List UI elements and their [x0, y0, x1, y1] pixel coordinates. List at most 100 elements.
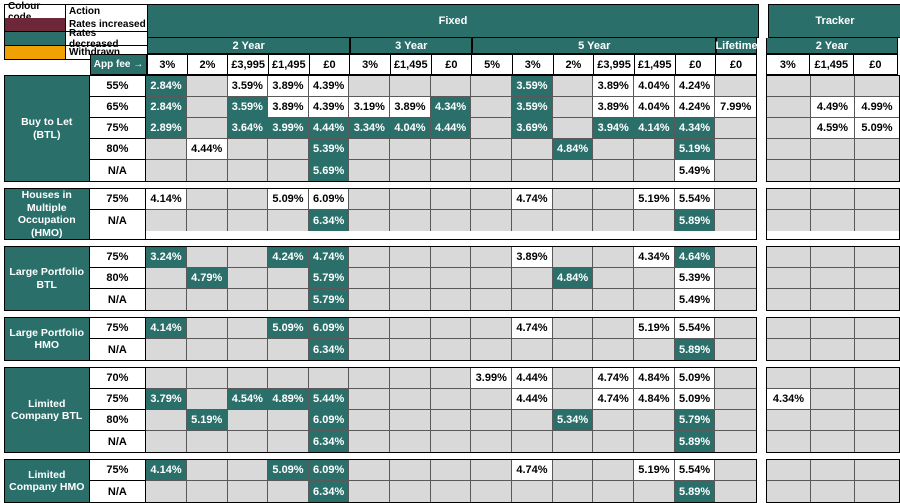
empty-cell[interactable]: [767, 339, 811, 361]
empty-cell[interactable]: [593, 210, 635, 231]
rate-cell-decreased[interactable]: 4.84%: [552, 139, 594, 160]
empty-cell[interactable]: [767, 189, 811, 210]
empty-cell[interactable]: [430, 210, 472, 231]
rate-cell-decreased[interactable]: 4.24%: [268, 247, 309, 269]
empty-cell[interactable]: [349, 76, 391, 97]
rate-cell[interactable]: 5.54%: [674, 318, 716, 340]
rate-cell-decreased[interactable]: 3.59%: [512, 76, 553, 97]
fee-column-header[interactable]: £3,995: [228, 54, 269, 75]
empty-cell[interactable]: [186, 97, 228, 118]
rate-cell[interactable]: 5.49%: [674, 289, 716, 311]
empty-cell[interactable]: [146, 339, 187, 361]
rate-cell-decreased[interactable]: 5.39%: [308, 139, 350, 160]
empty-cell[interactable]: [767, 118, 811, 139]
empty-cell[interactable]: [349, 210, 391, 231]
empty-cell[interactable]: [767, 160, 811, 181]
empty-cell[interactable]: [634, 139, 675, 160]
empty-cell[interactable]: [715, 210, 757, 231]
empty-cell[interactable]: [811, 210, 855, 231]
rate-cell-decreased[interactable]: 4.34%: [430, 97, 472, 118]
empty-cell[interactable]: [390, 460, 431, 482]
empty-cell[interactable]: [767, 460, 811, 482]
empty-cell[interactable]: [146, 289, 187, 311]
empty-cell[interactable]: [349, 368, 391, 390]
rate-cell-decreased[interactable]: 4.44%: [308, 118, 350, 139]
empty-cell[interactable]: [855, 389, 899, 411]
fee-column-header[interactable]: 2%: [553, 54, 595, 75]
rate-cell-decreased[interactable]: 5.19%: [186, 410, 228, 432]
empty-cell[interactable]: [146, 410, 187, 432]
empty-cell[interactable]: [430, 339, 472, 361]
empty-cell[interactable]: [430, 410, 472, 432]
rate-cell-decreased[interactable]: 3.24%: [146, 247, 187, 269]
rate-cell[interactable]: 5.09%: [268, 189, 309, 210]
rate-cell-decreased[interactable]: 5.44%: [308, 389, 350, 411]
empty-cell[interactable]: [227, 339, 269, 361]
rate-cell-decreased[interactable]: 4.89%: [268, 389, 309, 411]
empty-cell[interactable]: [512, 210, 553, 231]
rate-cell[interactable]: 3.89%: [593, 97, 635, 118]
empty-cell[interactable]: [227, 268, 269, 290]
term-group-header[interactable]: 5 Year: [472, 38, 717, 54]
ltv-cell[interactable]: N/A: [107, 343, 127, 356]
empty-cell[interactable]: [767, 247, 811, 269]
empty-cell[interactable]: [855, 189, 899, 210]
empty-cell[interactable]: [268, 210, 309, 231]
ltv-cell[interactable]: 80%: [89, 410, 146, 432]
fee-column-header[interactable]: 3%: [350, 54, 391, 75]
rate-cell[interactable]: 4.04%: [634, 76, 675, 97]
rate-cell[interactable]: 5.19%: [634, 189, 675, 210]
rate-cell-decreased[interactable]: 4.14%: [146, 318, 187, 340]
rate-cell[interactable]: 4.34%: [767, 389, 811, 411]
product-label[interactable]: Limited Company HMO: [4, 459, 90, 503]
fee-column-header[interactable]: 2%: [187, 54, 229, 75]
empty-cell[interactable]: [227, 318, 269, 340]
empty-cell[interactable]: [715, 389, 757, 411]
empty-cell[interactable]: [268, 481, 309, 503]
product-label[interactable]: Large Portfolio BTL: [4, 246, 90, 312]
empty-cell[interactable]: [512, 160, 553, 181]
empty-cell[interactable]: [430, 160, 472, 181]
fee-column-header[interactable]: £0: [675, 54, 717, 75]
empty-cell[interactable]: [390, 210, 431, 231]
empty-cell[interactable]: [390, 268, 431, 290]
empty-cell[interactable]: [811, 339, 855, 361]
empty-cell[interactable]: [767, 318, 811, 340]
empty-cell[interactable]: [390, 247, 431, 269]
empty-cell[interactable]: [186, 289, 228, 311]
empty-cell[interactable]: [715, 160, 757, 181]
empty-cell[interactable]: [715, 268, 757, 290]
empty-cell[interactable]: [715, 410, 757, 432]
empty-cell[interactable]: [811, 318, 855, 340]
empty-cell[interactable]: [715, 318, 757, 340]
ltv-cell[interactable]: N/A: [107, 435, 127, 448]
empty-cell[interactable]: [552, 247, 594, 269]
rate-cell[interactable]: 4.04%: [634, 97, 675, 118]
rate-cell-decreased[interactable]: 4.14%: [634, 118, 675, 139]
empty-cell[interactable]: [471, 76, 513, 97]
empty-cell[interactable]: [471, 160, 513, 181]
empty-cell[interactable]: [593, 339, 635, 361]
rate-cell-decreased[interactable]: 4.79%: [186, 268, 228, 290]
empty-cell[interactable]: [811, 189, 855, 210]
empty-cell[interactable]: [186, 189, 228, 210]
ltv-cell[interactable]: 75%: [89, 118, 146, 139]
empty-cell[interactable]: [186, 368, 228, 390]
rate-cell-decreased[interactable]: 6.34%: [308, 210, 350, 231]
empty-cell[interactable]: [471, 139, 513, 160]
empty-cell[interactable]: [552, 160, 594, 181]
rate-cell-decreased[interactable]: 3.99%: [268, 118, 309, 139]
empty-cell[interactable]: [855, 481, 899, 503]
rate-cell[interactable]: 4.44%: [512, 368, 553, 390]
empty-cell[interactable]: [268, 368, 309, 390]
empty-cell[interactable]: [390, 189, 431, 210]
empty-cell[interactable]: [593, 289, 635, 311]
rate-cell[interactable]: 3.89%: [593, 76, 635, 97]
rate-cell[interactable]: 3.89%: [268, 76, 309, 97]
rate-cell-decreased[interactable]: 3.94%: [593, 118, 635, 139]
rate-cell-decreased[interactable]: 3.69%: [512, 118, 553, 139]
empty-cell[interactable]: [855, 460, 899, 482]
empty-cell[interactable]: [186, 160, 228, 181]
rate-cell[interactable]: 5.09%: [674, 368, 716, 390]
rate-cell[interactable]: 4.74%: [593, 389, 635, 411]
